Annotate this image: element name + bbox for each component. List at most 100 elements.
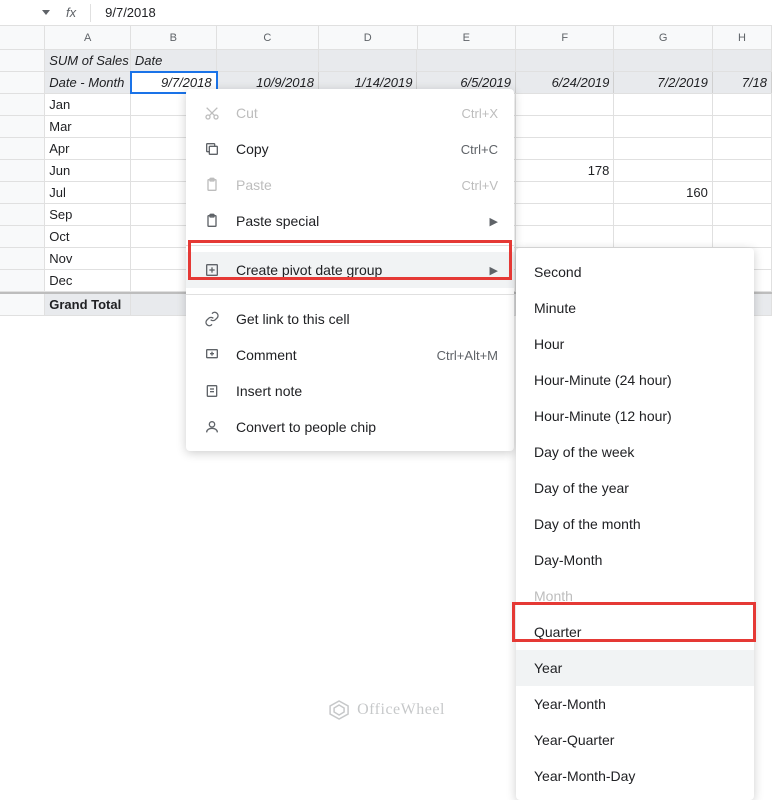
submenu-item-year[interactable]: Year [516,650,754,686]
submenu-item-year-quarter[interactable]: Year-Quarter [516,722,754,758]
month-label[interactable]: Mar [45,116,131,137]
month-label[interactable]: Sep [45,204,131,225]
col-header-G[interactable]: G [614,26,712,49]
cell[interactable] [614,94,712,115]
submenu-item-year-month[interactable]: Year-Month [516,686,754,722]
col-header-H[interactable]: H [713,26,772,49]
month-label[interactable]: Dec [45,270,131,291]
cell[interactable] [713,160,772,181]
cell[interactable] [614,204,712,225]
sum-of-sales-label[interactable]: SUM of Sales [45,50,131,71]
menu-paste-special[interactable]: Paste special ▶ [186,203,514,239]
row-header[interactable] [0,50,45,71]
submenu-item-quarter[interactable]: Quarter [516,614,754,650]
row-header[interactable] [0,116,45,137]
formula-bar-value[interactable]: 9/7/2018 [105,5,156,20]
month-label[interactable]: Jun [45,160,131,181]
submenu-item-hour[interactable]: Hour [516,326,754,362]
cell[interactable] [713,204,772,225]
cell[interactable] [614,160,712,181]
col-header-D[interactable]: D [319,26,417,49]
date-group-submenu: SecondMinuteHourHour-Minute (24 hour)Hou… [516,248,754,800]
cell[interactable] [614,50,712,71]
menu-comment[interactable]: Comment Ctrl+Alt+M [186,337,514,373]
date-col[interactable]: 6/24/2019 [516,72,614,93]
row-header[interactable] [0,226,45,247]
menu-copy[interactable]: Copy Ctrl+C [186,131,514,167]
submenu-item-month[interactable]: Month [516,578,754,614]
submenu-item-minute[interactable]: Minute [516,290,754,326]
menu-cut[interactable]: Cut Ctrl+X [186,95,514,131]
menu-paste[interactable]: Paste Ctrl+V [186,167,514,203]
month-label[interactable]: Jul [45,182,131,203]
submenu-item-hour-minute-12-hour-[interactable]: Hour-Minute (12 hour) [516,398,754,434]
month-label[interactable]: Apr [45,138,131,159]
cell[interactable] [614,138,712,159]
menu-insert-note[interactable]: Insert note [186,373,514,409]
cell[interactable] [516,182,614,203]
context-menu: Cut Ctrl+X Copy Ctrl+C Paste Ctrl+V Past… [186,89,514,451]
paste-special-icon [202,211,222,231]
submenu-item-day-of-the-week[interactable]: Day of the week [516,434,754,470]
submenu-item-day-of-the-month[interactable]: Day of the month [516,506,754,542]
cell[interactable] [516,116,614,137]
cell[interactable] [713,50,772,71]
submenu-arrow-icon: ▶ [490,264,498,277]
submenu-item-day-of-the-year[interactable]: Day of the year [516,470,754,506]
cell[interactable] [614,226,712,247]
cell[interactable] [713,138,772,159]
select-all-corner[interactable] [0,26,45,49]
row-header[interactable] [0,204,45,225]
cut-icon [202,103,222,123]
row-header[interactable] [0,160,45,181]
row-header[interactable] [0,248,45,269]
row-header[interactable] [0,138,45,159]
cell[interactable] [319,50,417,71]
row-header[interactable] [0,182,45,203]
month-label[interactable]: Nov [45,248,131,269]
col-header-C[interactable]: C [217,26,319,49]
menu-shortcut: Ctrl+Alt+M [437,348,498,363]
month-label[interactable]: Oct [45,226,131,247]
cell[interactable] [417,50,515,71]
menu-create-pivot-date-group[interactable]: Create pivot date group ▶ [186,252,514,288]
date-col[interactable]: 7/18 [713,72,772,93]
watermark-text: OfficeWheel [357,701,445,719]
cell[interactable] [713,116,772,137]
submenu-item-day-month[interactable]: Day-Month [516,542,754,578]
date-label[interactable]: Date [131,50,217,71]
month-label[interactable]: Jan [45,94,131,115]
name-box-dropdown-icon[interactable] [40,7,52,19]
cell[interactable] [217,50,319,71]
formula-bar: fx 9/7/2018 [0,0,772,26]
menu-label: Comment [236,347,437,363]
col-header-E[interactable]: E [418,26,516,49]
menu-get-link[interactable]: Get link to this cell [186,301,514,337]
cell[interactable] [516,138,614,159]
cell[interactable]: 160 [614,182,712,203]
row-header[interactable] [0,72,45,93]
menu-label: Copy [236,141,461,157]
submenu-item-year-month-day[interactable]: Year-Month-Day [516,758,754,794]
cell[interactable]: 178 [516,160,614,181]
row-header[interactable] [0,294,45,315]
cell[interactable] [713,226,772,247]
grand-total-label[interactable]: Grand Total [45,294,131,315]
date-month-label[interactable]: Date - Month [45,72,131,93]
cell[interactable] [614,116,712,137]
col-header-F[interactable]: F [516,26,614,49]
cell[interactable] [516,94,614,115]
row-header[interactable] [0,94,45,115]
col-header-A[interactable]: A [45,26,131,49]
submenu-item-second[interactable]: Second [516,254,754,290]
cell[interactable] [516,204,614,225]
submenu-item-hour-minute-24-hour-[interactable]: Hour-Minute (24 hour) [516,362,754,398]
cell[interactable] [713,94,772,115]
col-header-B[interactable]: B [131,26,217,49]
row-header[interactable] [0,270,45,291]
date-col[interactable]: 7/2/2019 [614,72,712,93]
cell[interactable] [516,226,614,247]
menu-convert-chip[interactable]: Convert to people chip [186,409,514,445]
cell[interactable] [516,50,614,71]
cell[interactable] [713,182,772,203]
